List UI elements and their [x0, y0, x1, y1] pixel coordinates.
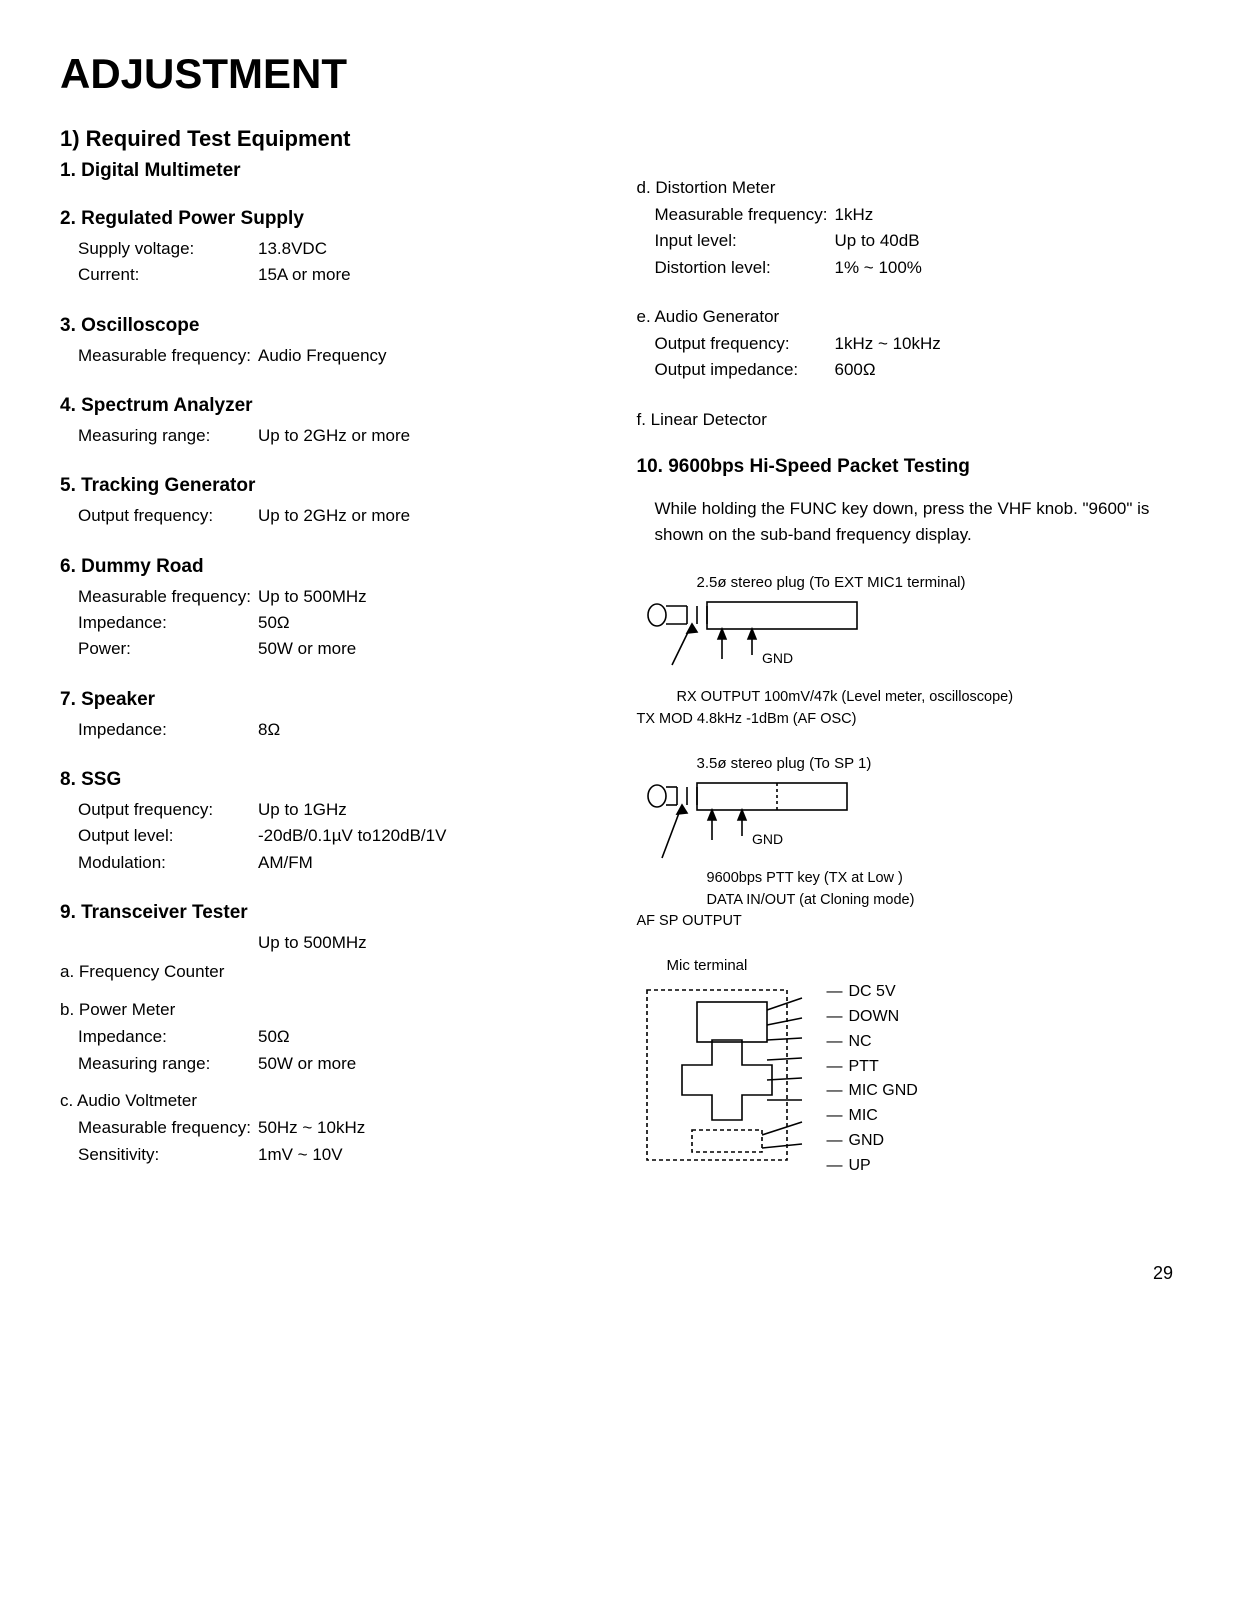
spec-label: Supply voltage:	[78, 236, 258, 262]
spec-label: Impedance:	[78, 610, 258, 636]
plug35-svg: GND	[637, 778, 937, 868]
spec-value: Up to 500MHz	[258, 584, 597, 610]
spec-label: Measuring range:	[78, 423, 258, 449]
spec-label: Power:	[78, 636, 258, 662]
spec-value: 1% ~ 100%	[835, 255, 1174, 281]
spec-label: Distortion level:	[655, 255, 835, 281]
diagram-mic-terminal: Mic terminal	[637, 957, 1174, 1178]
spec-label: Impedance:	[78, 717, 258, 743]
plug25-gnd: GND	[762, 650, 793, 666]
plug35-line4: AF SP OUTPUT	[637, 911, 1174, 933]
page-number: 29	[60, 1263, 1173, 1284]
heading-linear-detector: f. Linear Detector	[637, 410, 1174, 430]
heading-power-meter: b. Power Meter	[60, 1000, 597, 1020]
spec-label: Measurable frequency:	[655, 202, 835, 228]
plug35-gnd: GND	[752, 831, 783, 847]
mic-pin: DC 5V	[849, 980, 896, 1005]
heading-audio-voltmeter: c. Audio Voltmeter	[60, 1091, 597, 1111]
spec-value: 8Ω	[258, 717, 597, 743]
heading-audio-generator: e. Audio Generator	[637, 307, 1174, 327]
heading-frequency-counter: a. Frequency Counter	[60, 962, 597, 982]
spec-label: Input level:	[655, 228, 835, 254]
mic-title: Mic terminal	[637, 957, 1174, 974]
plug35-title: 3.5ø stereo plug (To SP 1)	[637, 755, 1174, 772]
right-column: d. Distortion Meter Measurable frequency…	[637, 160, 1174, 1203]
mic-pin: GND	[849, 1129, 885, 1154]
mic-pin: DOWN	[849, 1005, 900, 1030]
plug25-line2: RX OUTPUT 100mV/47k (Level meter, oscill…	[637, 687, 1174, 709]
heading-oscilloscope: 3. Oscilloscope	[60, 315, 597, 337]
spec-value: Up to 40dB	[835, 228, 1174, 254]
spec-value: 50Ω	[258, 610, 597, 636]
spec-label: Measuring range:	[78, 1051, 258, 1077]
plug35-line3: DATA IN/OUT (at Cloning mode)	[637, 890, 1174, 912]
diagram-3-5-plug: 3.5ø stereo plug (To SP 1)	[637, 755, 1174, 933]
heading-speaker: 7. Speaker	[60, 689, 597, 711]
heading-digital-multimeter: 1. Digital Multimeter	[60, 160, 597, 182]
spec-label	[78, 930, 258, 956]
section-required-equipment: 1) Required Test Equipment	[60, 126, 1173, 152]
spec-label: Measurable frequency:	[78, 343, 258, 369]
spec-label: Output impedance:	[655, 357, 835, 383]
page-title: ADJUSTMENT	[60, 50, 1173, 98]
heading-distortion-meter: d. Distortion Meter	[637, 178, 1174, 198]
heading-ssg: 8. SSG	[60, 769, 597, 791]
spec-label: Output frequency:	[78, 797, 258, 823]
spec-value: 600Ω	[835, 357, 1174, 383]
spec-label: Output level:	[78, 823, 258, 849]
mic-pin: NC	[849, 1030, 872, 1055]
heading-transceiver-tester: 9. Transceiver Tester	[60, 902, 597, 924]
spec-label: Measurable frequency:	[78, 1115, 258, 1141]
mic-pin: PTT	[849, 1055, 879, 1080]
packet-instructions: While holding the FUNC key down, press t…	[637, 496, 1174, 549]
heading-dummy-road: 6. Dummy Road	[60, 556, 597, 578]
spec-value: 50Ω	[258, 1024, 597, 1050]
spec-value: Up to 500MHz	[258, 930, 597, 956]
left-column: 1. Digital Multimeter 2. Regulated Power…	[60, 160, 597, 1203]
spec-label: Measurable frequency:	[78, 584, 258, 610]
spec-label: Current:	[78, 262, 258, 288]
mic-pin: MIC GND	[849, 1079, 918, 1104]
spec-value: 50Hz ~ 10kHz	[258, 1115, 597, 1141]
heading-regulated-power-supply: 2. Regulated Power Supply	[60, 208, 597, 230]
plug25-svg: GND	[637, 597, 937, 687]
spec-value: AM/FM	[258, 850, 597, 876]
mic-pin: UP	[849, 1154, 871, 1179]
spec-value: 50W or more	[258, 1051, 597, 1077]
spec-value: -20dB/0.1µV to120dB/1V	[258, 823, 597, 849]
spec-value: Audio Frequency	[258, 343, 597, 369]
heading-tracking-generator: 5. Tracking Generator	[60, 475, 597, 497]
heading-9600bps-packet: 10. 9600bps Hi-Speed Packet Testing	[637, 456, 1174, 478]
plug35-line2: 9600bps PTT key (TX at Low )	[637, 868, 1174, 890]
spec-value: 50W or more	[258, 636, 597, 662]
mic-svg	[637, 980, 807, 1170]
spec-value: Up to 2GHz or more	[258, 503, 597, 529]
spec-value: 1mV ~ 10V	[258, 1142, 597, 1168]
plug25-title: 2.5ø stereo plug (To EXT MIC1 terminal)	[637, 574, 1174, 591]
spec-label: Sensitivity:	[78, 1142, 258, 1168]
spec-value: Up to 2GHz or more	[258, 423, 597, 449]
mic-pin: MIC	[849, 1104, 878, 1129]
spec-value: 1kHz ~ 10kHz	[835, 331, 1174, 357]
spec-label: Modulation:	[78, 850, 258, 876]
spec-label: Impedance:	[78, 1024, 258, 1050]
plug25-line3: TX MOD 4.8kHz -1dBm (AF OSC)	[637, 709, 1174, 731]
spec-label: Output frequency:	[655, 331, 835, 357]
spec-value: 15A or more	[258, 262, 597, 288]
spec-value: 1kHz	[835, 202, 1174, 228]
spec-label: Output frequency:	[78, 503, 258, 529]
mic-pin-list: —DC 5V —DOWN —NC —PTT —MIC GND —MIC —GND…	[821, 980, 918, 1178]
spec-value: 13.8VDC	[258, 236, 597, 262]
heading-spectrum-analyzer: 4. Spectrum Analyzer	[60, 395, 597, 417]
diagram-2-5-plug: 2.5ø stereo plug (To EXT MIC1 terminal)	[637, 574, 1174, 731]
spec-value: Up to 1GHz	[258, 797, 597, 823]
